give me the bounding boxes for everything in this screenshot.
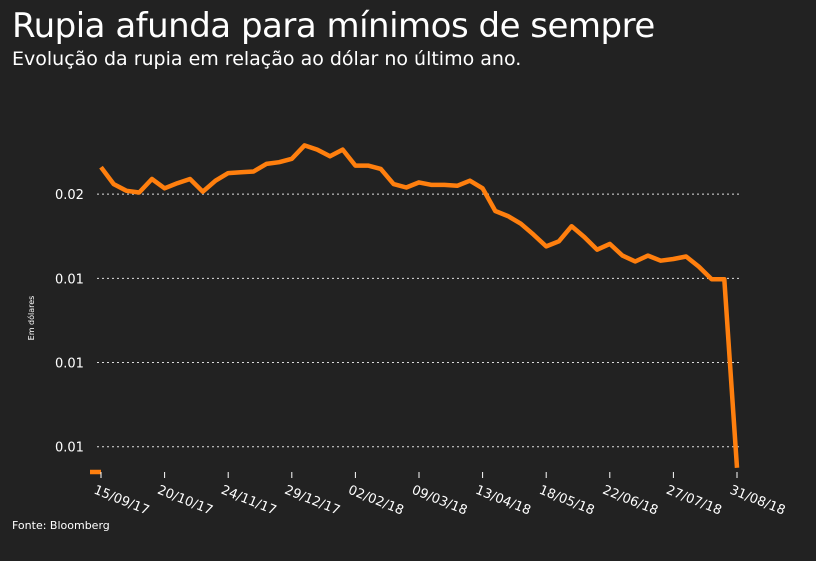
chart-subtitle: Evolução da rupia em relação ao dólar no… bbox=[12, 48, 522, 70]
source-note: Fonte: Bloomberg bbox=[12, 519, 110, 532]
y-tick-label: 0.01 bbox=[55, 441, 84, 456]
x-tick-label: 29/12/17 bbox=[282, 483, 342, 519]
x-axis-ticks: 15/09/17 20/10/17 24/11/17 29/12/17 02/02/18… bbox=[92, 472, 788, 519]
series-line bbox=[99, 143, 740, 468]
x-tick-label: 24/11/17 bbox=[219, 483, 279, 519]
y-tick-label: 0.02 bbox=[55, 188, 84, 203]
x-tick-label: 20/10/17 bbox=[155, 483, 215, 519]
x-tick-label: 13/04/18 bbox=[473, 483, 533, 519]
x-tick-label: 02/02/18 bbox=[346, 483, 406, 519]
y-tick-label: 0.01 bbox=[55, 272, 84, 287]
x-tick-label: 09/03/18 bbox=[410, 483, 470, 519]
series-layer bbox=[90, 143, 740, 475]
x-tick-label: 15/09/17 bbox=[92, 483, 152, 519]
x-tick-label: 31/08/18 bbox=[728, 483, 788, 519]
x-tick-label: 27/07/18 bbox=[664, 483, 724, 519]
y-axis-label: Em dólares bbox=[26, 296, 36, 341]
x-tick-label: 18/05/18 bbox=[537, 483, 597, 519]
y-tick-label: 0.01 bbox=[55, 357, 84, 372]
x-tick-label: 22/06/18 bbox=[600, 483, 660, 519]
y-axis-ticks: 0.01 0.01 0.01 0.02 bbox=[55, 188, 84, 456]
gridlines bbox=[97, 193, 739, 448]
chart-title: Rupia afunda para mínimos de sempre bbox=[12, 6, 655, 46]
